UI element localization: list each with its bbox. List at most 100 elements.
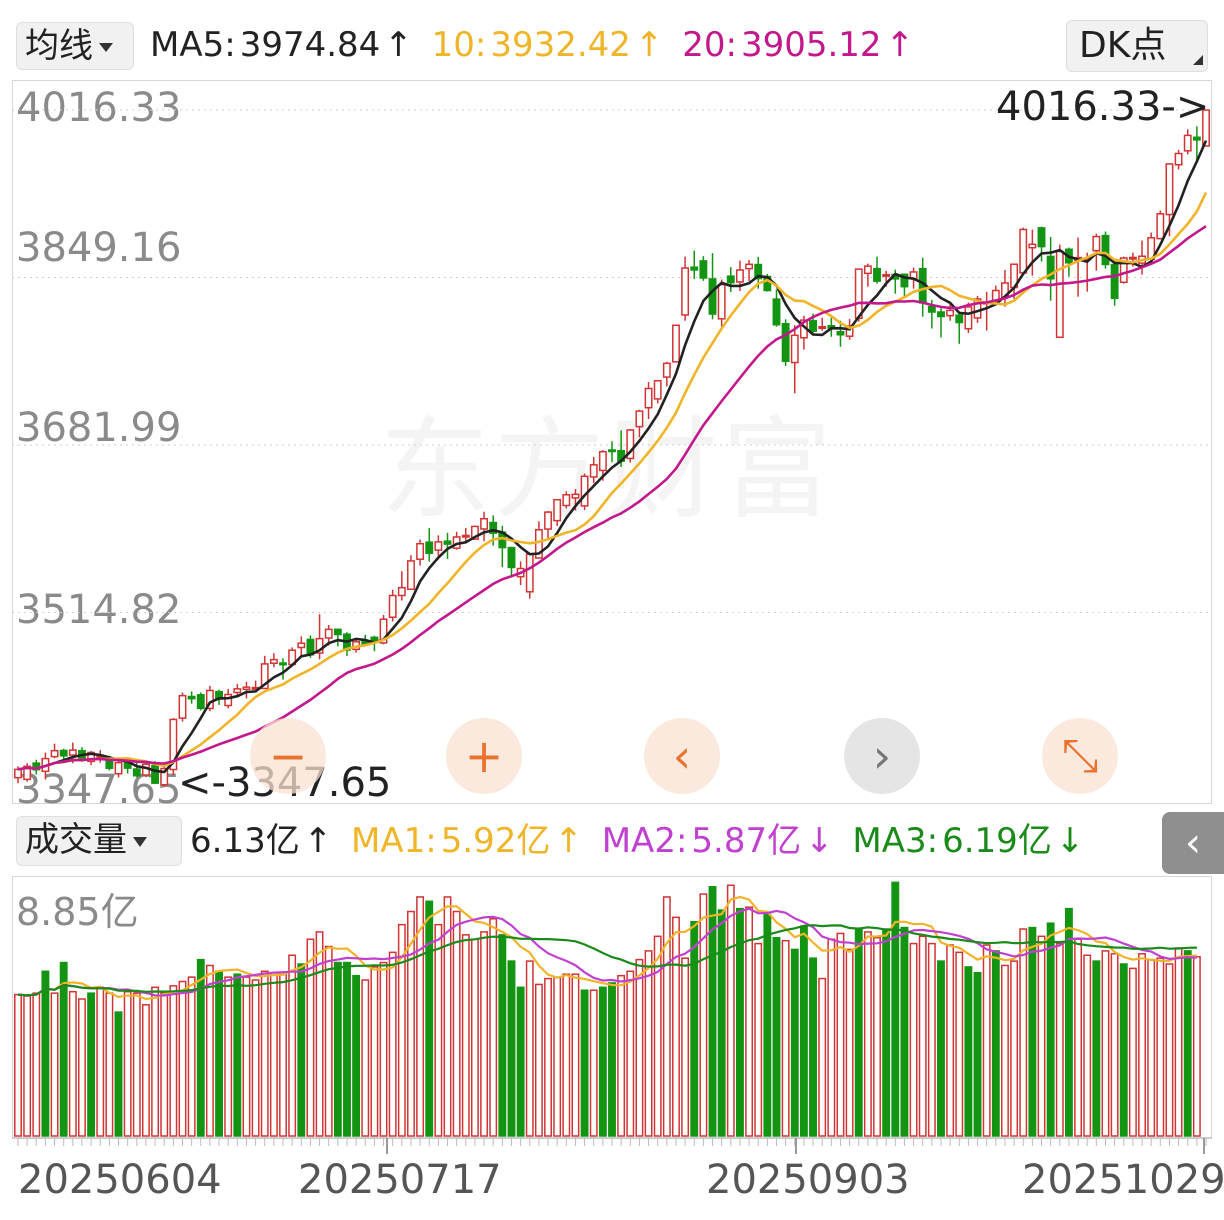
volume-bar (772, 937, 781, 1137)
indicator-select-label: 均线 (25, 26, 93, 66)
candle-body (754, 263, 763, 280)
zoom-out-button[interactable]: − (250, 718, 326, 794)
volume-bar (553, 976, 562, 1137)
candle-body (745, 263, 754, 270)
candle-body (818, 326, 827, 330)
plus-icon: + (464, 729, 504, 783)
volume-bar (516, 986, 525, 1137)
chevron-left-icon: ‹ (1185, 820, 1201, 866)
candle-body (836, 331, 845, 336)
x-axis-label: 20250717 (298, 1157, 502, 1203)
volume-bar (525, 960, 534, 1137)
price-chart[interactable] (0, 0, 1224, 810)
volume-panel (12, 876, 1212, 1138)
candle-body (233, 688, 242, 694)
volume-bar (480, 931, 489, 1137)
candle-body (1037, 227, 1046, 248)
candle-body (653, 380, 662, 400)
candle-body (196, 694, 205, 710)
price-y-label: 3849.16 (16, 225, 182, 271)
candle-body (324, 628, 333, 639)
volume-bar (123, 990, 132, 1137)
volume-current: 6.13亿 ↑ (190, 821, 333, 861)
candle-body (333, 628, 342, 636)
volume-bar (909, 942, 918, 1137)
candle-body (1156, 213, 1165, 240)
volume-bar (315, 931, 324, 1137)
candle-body (726, 275, 735, 284)
dk-point-button[interactable]: DK点 (1066, 20, 1208, 72)
volume-bar (32, 992, 41, 1137)
volume-bar (361, 979, 370, 1137)
price-panel (12, 80, 1212, 804)
volume-bar (644, 950, 653, 1137)
volume-indicator-select[interactable]: 成交量 (16, 816, 182, 866)
volume-bar (269, 971, 278, 1137)
candle-body (407, 560, 415, 591)
ma10-legend: 10: 3932.42 ↑ (431, 25, 664, 65)
collapse-panel-button[interactable]: ‹ (1162, 812, 1224, 874)
volume-bar (918, 935, 927, 1137)
volume-bar (205, 964, 214, 1137)
volume-bar (242, 976, 251, 1137)
volume-bar (946, 944, 955, 1137)
next-button[interactable]: › (844, 718, 920, 794)
volume-bar (1064, 907, 1073, 1137)
volume-bar (827, 938, 836, 1137)
candle-body (169, 718, 178, 771)
volume-bar (443, 896, 452, 1137)
volume-bar (672, 916, 680, 1137)
volume-bar (635, 958, 644, 1137)
prev-button[interactable]: ‹ (644, 718, 720, 794)
candle-body (571, 493, 580, 499)
volume-bar (973, 971, 982, 1137)
candle-body (379, 618, 388, 644)
volume-bar (809, 957, 817, 1137)
volume-bar (863, 931, 872, 1137)
volume-bar (763, 913, 772, 1137)
candle-body (1183, 134, 1192, 152)
candle-body (1165, 163, 1174, 216)
volume-bar (854, 928, 863, 1137)
candle-body (900, 273, 909, 288)
price-y-label: 3514.82 (16, 587, 182, 633)
volume-bar (498, 934, 507, 1137)
volume-bar (370, 966, 379, 1137)
chevron-right-icon: › (872, 729, 892, 783)
candle-body (507, 546, 516, 569)
indicator-select[interactable]: 均线 (16, 22, 134, 70)
volume-bar (799, 925, 808, 1137)
candle-body (1046, 255, 1055, 280)
volume-bar (1074, 938, 1083, 1137)
candle-body (1119, 257, 1128, 284)
candle-body (1192, 136, 1201, 141)
expand-icon: ⤡ (1061, 728, 1099, 782)
volume-bar (41, 970, 50, 1137)
volume-bar (297, 963, 306, 1137)
fullscreen-button[interactable]: ⤡ (1042, 718, 1118, 794)
candle-body (809, 320, 817, 332)
candle-body (562, 494, 571, 507)
volume-bar (1028, 926, 1037, 1137)
volume-bar (397, 923, 406, 1137)
volume-bar (1055, 942, 1064, 1137)
volume-bar (790, 948, 799, 1137)
volume-bar (251, 979, 260, 1137)
candle-body (598, 450, 607, 472)
volume-ma3: MA3: 6.19亿 ↓ (852, 821, 1085, 861)
zoom-in-button[interactable]: + (446, 718, 522, 794)
volume-bar (1119, 963, 1128, 1137)
volume-bar (260, 970, 269, 1137)
volume-bar (681, 957, 690, 1137)
volume-bar (580, 989, 589, 1137)
ma5-legend: MA5: 3974.84 ↑ (150, 25, 413, 65)
candle-body (544, 511, 552, 530)
candle-body (297, 642, 306, 649)
volume-indicator-label: 成交量 (25, 820, 127, 860)
candle-body (790, 334, 799, 364)
volume-ma2-line (17, 907, 1197, 997)
candle-body (269, 658, 278, 664)
candle-body (14, 768, 22, 779)
volume-bar (141, 1004, 150, 1137)
